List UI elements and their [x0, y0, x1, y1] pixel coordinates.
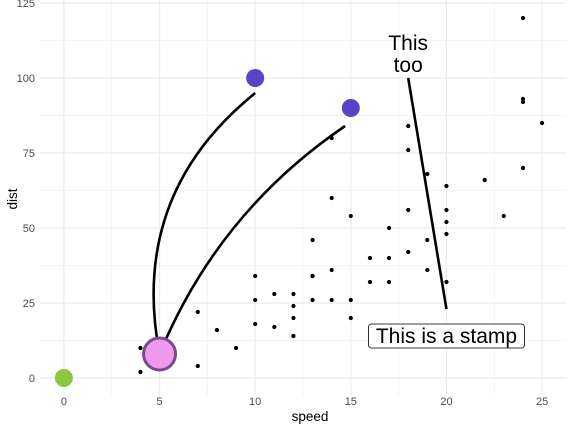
x-axis-title: speed	[292, 409, 329, 424]
stamp-label: This is a stamp	[376, 325, 517, 348]
y-axis-title: dist	[5, 188, 20, 209]
data-point	[348, 297, 353, 303]
data-point	[329, 135, 334, 141]
data-point	[310, 237, 315, 243]
stamp-label-box	[368, 323, 525, 349]
y-tick-label: 125	[17, 0, 35, 10]
data-point	[329, 297, 334, 303]
data-point	[291, 333, 296, 339]
data-point	[233, 345, 239, 351]
x-tick-label: 5	[156, 396, 162, 408]
data-point	[406, 123, 411, 129]
data-point	[425, 267, 430, 273]
data-point	[520, 99, 526, 105]
data-point	[406, 249, 411, 255]
x-tick-label: 10	[249, 396, 261, 408]
highlight-point	[54, 369, 73, 387]
data-point	[253, 297, 258, 303]
data-point	[253, 273, 258, 279]
data-point	[520, 96, 526, 102]
data-point	[367, 279, 373, 285]
data-point	[444, 207, 449, 213]
highlight-point	[341, 99, 360, 117]
data-point	[253, 321, 258, 327]
data-point	[444, 219, 449, 225]
data-point	[195, 309, 200, 315]
annotation-curves	[152, 77, 448, 355]
data-point	[272, 324, 277, 330]
data-point	[444, 183, 449, 189]
data-point	[425, 237, 430, 243]
highlight-point	[246, 69, 265, 87]
grid	[40, 0, 566, 396]
data-point	[444, 279, 449, 285]
y-tick-label: 25	[23, 298, 35, 310]
data-point	[406, 147, 411, 153]
data-point	[386, 255, 392, 261]
data-point	[138, 345, 143, 351]
data-point	[425, 171, 430, 177]
highlight-point	[142, 336, 178, 372]
data-point	[272, 291, 277, 297]
data-point	[329, 267, 334, 273]
x-tick-label: 0	[61, 396, 67, 408]
annotation-segment	[406, 77, 448, 310]
axis-ticks: 0 5 10 15 20 25 0 25 50 75 100 125	[17, 0, 549, 408]
data-point	[329, 195, 334, 201]
data-point	[195, 363, 200, 369]
y-tick-label: 50	[23, 223, 35, 235]
x-tick-label: 15	[345, 396, 357, 408]
data-point	[367, 255, 373, 261]
data-point	[348, 213, 353, 219]
highlight-points	[54, 69, 360, 387]
data-point	[386, 279, 392, 285]
y-tick-label: 0	[29, 373, 35, 385]
data-point	[291, 315, 296, 321]
annotation-text: This	[388, 32, 428, 55]
y-tick-label: 75	[23, 148, 35, 160]
data-point	[406, 207, 411, 213]
annotation-curve	[152, 91, 256, 355]
data-point	[291, 303, 296, 309]
annotation-text: too	[394, 54, 423, 77]
data-point	[386, 225, 392, 231]
data-point	[310, 273, 315, 279]
y-tick-label: 100	[17, 73, 35, 85]
data-point	[520, 15, 526, 21]
annotation-curve	[158, 124, 346, 355]
data-point	[520, 165, 526, 171]
data-point	[444, 231, 449, 237]
x-tick-label: 25	[536, 396, 548, 408]
data-point	[138, 369, 143, 375]
data-point	[348, 315, 353, 321]
data-point	[482, 177, 487, 183]
data-point	[539, 120, 545, 126]
data-point	[214, 327, 220, 333]
data-point	[310, 297, 315, 303]
x-tick-label: 20	[440, 396, 452, 408]
data-point	[501, 213, 506, 219]
data-points	[138, 15, 545, 375]
data-point	[291, 291, 296, 297]
